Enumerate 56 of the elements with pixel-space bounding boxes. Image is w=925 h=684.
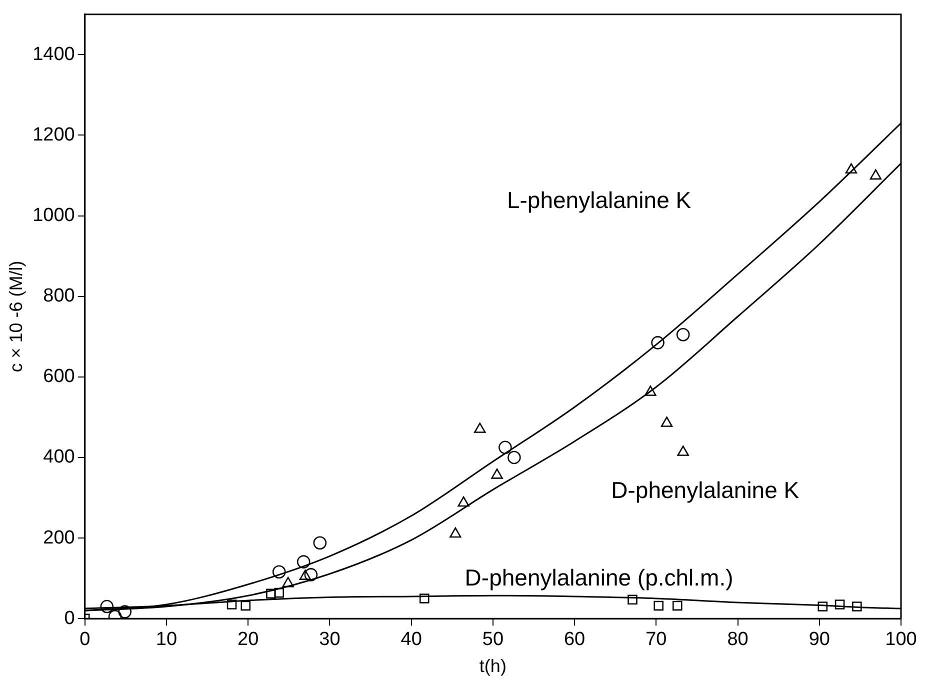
x-tick-label: 60 bbox=[564, 629, 586, 650]
x-tick-label: 90 bbox=[808, 629, 830, 650]
point bbox=[654, 600, 664, 611]
x-tick-label: 30 bbox=[319, 629, 340, 650]
point bbox=[304, 568, 318, 582]
point bbox=[845, 163, 858, 174]
y-tick-label: 800 bbox=[43, 286, 75, 307]
point bbox=[118, 605, 132, 618]
y-tick-label: 400 bbox=[43, 446, 75, 468]
point bbox=[474, 422, 486, 433]
point bbox=[852, 602, 862, 612]
point bbox=[226, 600, 237, 610]
y-tick-label: 200 bbox=[43, 527, 75, 548]
annotation: D-phenylalanine (p.chl.m.) bbox=[464, 564, 734, 591]
annotation: L-phenylalanine K bbox=[506, 187, 692, 214]
x-tick-label: 10 bbox=[156, 629, 178, 650]
y-axis-title: c × 10 -6 (M/l) bbox=[6, 260, 26, 372]
point bbox=[419, 594, 430, 604]
annotation: D-phenylalanine K bbox=[611, 477, 800, 504]
point bbox=[313, 536, 327, 550]
point bbox=[458, 496, 470, 507]
point bbox=[676, 328, 690, 342]
point bbox=[628, 594, 638, 605]
y-tick-label: 1400 bbox=[32, 44, 75, 65]
x-tick-label: 0 bbox=[80, 629, 90, 650]
point bbox=[266, 588, 276, 599]
point bbox=[450, 527, 462, 538]
y-tick-label: 1000 bbox=[32, 205, 75, 226]
x-tick-label: 70 bbox=[646, 629, 667, 650]
point bbox=[498, 440, 512, 454]
x-tick-label: 80 bbox=[727, 629, 748, 650]
point bbox=[282, 576, 294, 588]
y-tick-label: 600 bbox=[43, 366, 75, 388]
x-axis-title: t(h) bbox=[479, 656, 506, 676]
x-tick-label: 100 bbox=[885, 629, 917, 650]
point bbox=[272, 565, 286, 579]
point bbox=[818, 602, 828, 612]
point bbox=[870, 169, 882, 180]
y-tick-label: 1200 bbox=[32, 124, 75, 146]
point bbox=[240, 600, 251, 611]
y-tick-label: 0 bbox=[64, 608, 75, 629]
point bbox=[508, 450, 521, 464]
point bbox=[672, 600, 682, 611]
x-tick-label: 50 bbox=[482, 629, 504, 650]
point bbox=[296, 555, 310, 568]
point bbox=[834, 600, 845, 610]
point bbox=[651, 336, 664, 350]
x-tick-label: 40 bbox=[400, 629, 422, 650]
x-tick-label: 20 bbox=[238, 629, 259, 650]
point bbox=[660, 416, 673, 427]
point bbox=[491, 468, 503, 479]
point bbox=[100, 600, 114, 614]
point bbox=[299, 570, 312, 580]
point bbox=[677, 446, 689, 456]
point bbox=[644, 386, 656, 396]
point bbox=[274, 588, 284, 598]
